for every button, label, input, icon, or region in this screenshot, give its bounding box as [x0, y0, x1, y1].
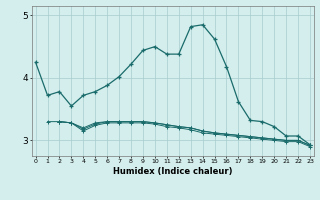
X-axis label: Humidex (Indice chaleur): Humidex (Indice chaleur)	[113, 167, 233, 176]
